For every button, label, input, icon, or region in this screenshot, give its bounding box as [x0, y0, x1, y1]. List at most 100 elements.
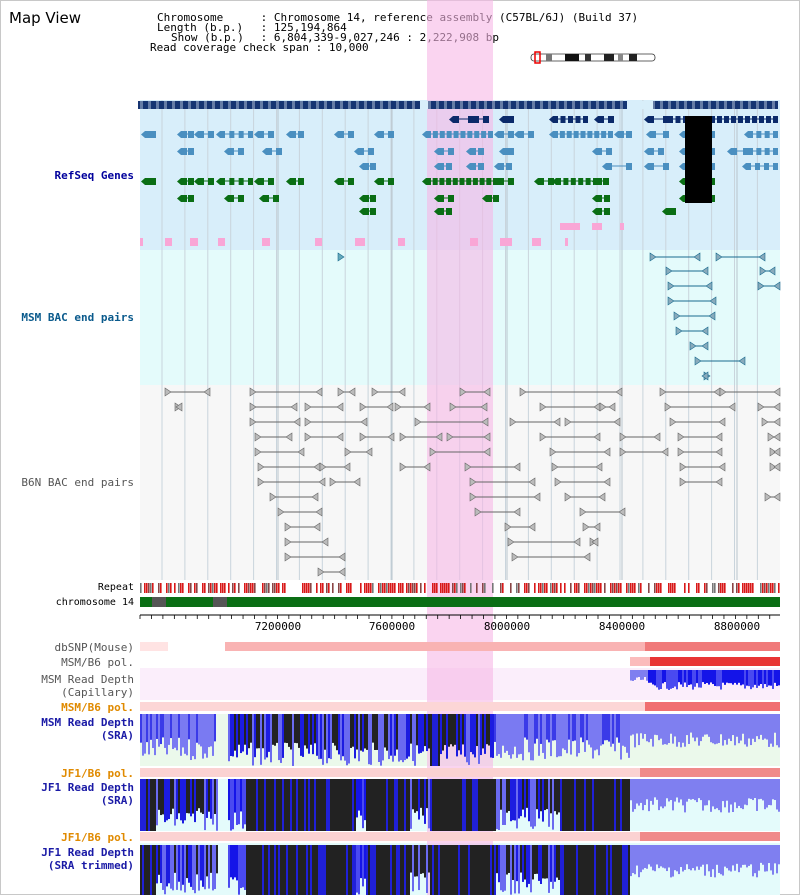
- depth-bar: [542, 779, 544, 822]
- gene-exon-gap: [708, 101, 711, 109]
- gene-exon: [560, 116, 566, 123]
- gene-exon: [748, 131, 753, 138]
- depth-bar: [448, 714, 450, 747]
- gene-strand-arrow: [679, 131, 683, 138]
- depth-bar: [304, 845, 306, 895]
- depth-bar: [414, 779, 416, 813]
- gene-exon-gap: [484, 101, 487, 109]
- depth-bar: [768, 670, 770, 686]
- depth-bar: [682, 779, 684, 806]
- depth-bar: [332, 779, 334, 831]
- chromosome-bar: [140, 597, 780, 607]
- depth-bar: [606, 845, 608, 895]
- gene-exon: [601, 131, 607, 138]
- depth-bar: [208, 714, 210, 748]
- msm-bac-pair-end: [701, 371, 709, 381]
- repeat-element: [202, 583, 204, 593]
- repeat-element: [194, 583, 196, 593]
- chromosome-ideogram[interactable]: [530, 51, 656, 64]
- repeat-element: [278, 583, 280, 593]
- depth-bar: [710, 670, 712, 683]
- depth-bar: [228, 845, 230, 888]
- depth-bar: [642, 845, 644, 870]
- depth-bar: [198, 779, 200, 809]
- depth-bar: [728, 845, 730, 871]
- gene-exon-gap: [620, 101, 623, 109]
- b6n-bac-pair-end: [757, 402, 765, 412]
- depth-bar: [618, 845, 620, 895]
- depth-bar: [452, 845, 454, 895]
- depth-bar: [400, 779, 402, 831]
- gene-exon-gap: [260, 101, 263, 109]
- depth-bar: [730, 670, 732, 684]
- gene-strand-arrow: [334, 178, 338, 185]
- gene-exon: [764, 163, 769, 170]
- depth-bar: [458, 845, 460, 895]
- depth-bar: [740, 670, 742, 686]
- b6n-bac-pair-end: [583, 552, 591, 562]
- depth-bar: [656, 714, 658, 736]
- b6n-bac-pair-end: [414, 417, 422, 427]
- depth-bar: [200, 714, 202, 747]
- ideogram-band: [618, 54, 623, 61]
- depth-bar: [570, 779, 572, 831]
- depth-bar: [490, 779, 492, 831]
- b6n-bac-pair-end: [603, 477, 611, 487]
- depth-bar: [350, 714, 352, 748]
- depth-bar: [656, 845, 658, 865]
- depth-bar: [736, 714, 738, 737]
- depth-bar: [356, 779, 358, 818]
- depth-bar: [474, 714, 476, 758]
- repeat-element: [612, 583, 614, 593]
- gene-pink: [565, 238, 568, 246]
- depth-bar: [502, 845, 504, 892]
- depth-bar: [610, 714, 612, 747]
- repeat-element: [774, 583, 776, 593]
- depth-bar: [618, 714, 620, 743]
- repeat-element: [584, 583, 586, 593]
- depth-bar: [318, 845, 320, 895]
- depth-bar: [660, 845, 662, 867]
- b6n-bac-pair-end: [399, 462, 407, 472]
- depth-bar: [636, 670, 638, 678]
- depth-bar: [388, 779, 390, 831]
- depth-bar: [602, 845, 604, 895]
- depth-bar: [590, 845, 592, 895]
- depth-bar: [722, 670, 724, 683]
- depth-bar: [754, 845, 756, 874]
- depth-bar: [466, 845, 468, 895]
- depth-bar: [322, 714, 324, 765]
- b6n-bac-pair-end: [483, 447, 491, 457]
- depth-bar: [496, 779, 498, 830]
- depth-bar: [546, 714, 548, 740]
- repeat-element: [262, 583, 264, 593]
- depth-bar: [294, 714, 296, 743]
- gene-exon-gap: [692, 101, 695, 109]
- depth-bar: [314, 845, 316, 895]
- repeat-element: [658, 583, 660, 593]
- depth-bar: [526, 779, 528, 808]
- depth-bar: [636, 779, 638, 804]
- gene-strand-arrow: [744, 148, 748, 155]
- repeat-element: [586, 583, 588, 593]
- info-span: Read coverage check span : 10,000: [150, 42, 369, 53]
- depth-bar: [690, 714, 692, 733]
- depth-bar: [410, 845, 412, 873]
- depth-bar: [696, 714, 698, 738]
- depth-bar: [276, 779, 278, 831]
- jf1-b6-pol-track-1: [140, 768, 780, 777]
- depth-bar: [526, 714, 528, 740]
- depth-bar: [278, 779, 280, 831]
- msm-bac-pairs[interactable]: [337, 252, 781, 381]
- track-label-jf1-depth-trimmed: JF1 Read Depth (SRA trimmed): [41, 846, 134, 872]
- depth-bar: [774, 714, 776, 733]
- depth-bar: [584, 779, 586, 831]
- depth-bar: [280, 779, 282, 831]
- depth-bar: [282, 845, 284, 895]
- depth-bar: [510, 714, 512, 759]
- depth-bar: [186, 845, 188, 879]
- refseq-genes[interactable]: [138, 101, 778, 246]
- b6n-bac-pairs[interactable]: [164, 387, 781, 577]
- repeat-element: [610, 583, 612, 593]
